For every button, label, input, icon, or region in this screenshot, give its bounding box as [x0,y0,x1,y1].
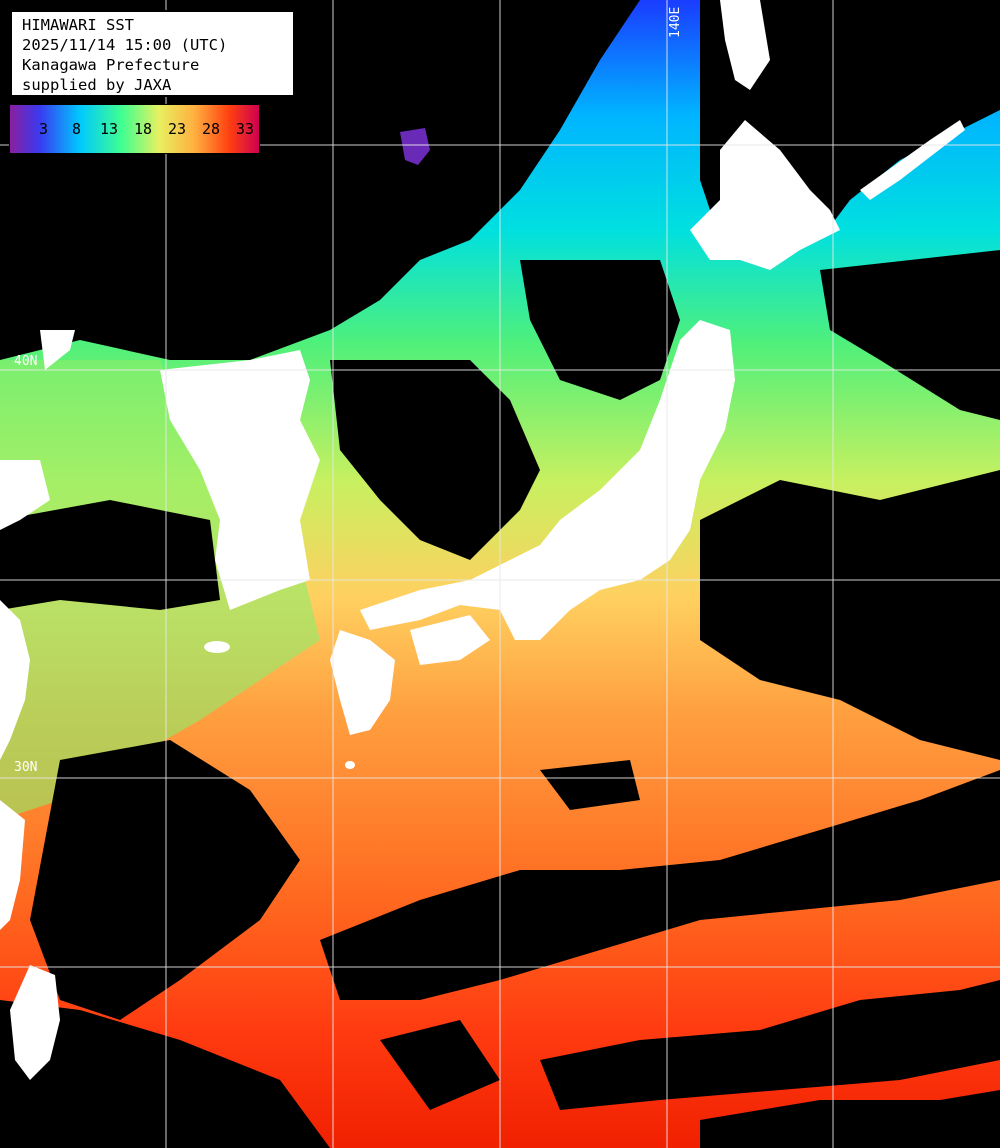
lat-label-40n: 40N [14,354,38,369]
legend-tick-8: 8 [72,120,82,138]
legend-color-bar [10,105,259,153]
cold-spot [400,128,430,165]
info-region: Kanagawa Prefecture [22,56,200,74]
land-korea [160,350,320,610]
info-box: HIMAWARI SST 2025/11/14 15:00 (UTC) Kana… [10,10,295,97]
land [0,0,965,1080]
info-source: supplied by JAXA [22,76,172,94]
legend-tick-23: 23 [168,120,187,138]
land-peninsula [40,330,75,370]
land-honshu [360,320,735,640]
legend-tick-33: 33 [236,120,255,138]
land-china-mid [0,600,30,760]
legend-tick-13: 13 [100,120,119,138]
legend-tick-3: 3 [39,120,49,138]
land-china-north [0,460,50,530]
land-kyushu [330,630,395,735]
land-china-south [0,800,25,930]
legend-labels: 3 8 13 18 23 28 33 [10,105,259,153]
land-kuril [860,120,965,200]
land-shikoku [410,615,490,665]
land-taiwan [10,965,60,1080]
land-hokkaido [690,120,840,270]
legend-tick-28: 28 [202,120,221,138]
lat-label-30n: 30N [14,760,38,775]
lon-label-140e: 140E [668,6,683,38]
legend-tick-18: 18 [134,120,153,138]
info-timestamp: 2025/11/14 15:00 (UTC) [22,36,228,54]
land-sakhalin [720,0,770,90]
temperature-legend: 3 8 13 18 23 28 33 [9,104,260,154]
info-title: HIMAWARI SST [22,16,134,34]
